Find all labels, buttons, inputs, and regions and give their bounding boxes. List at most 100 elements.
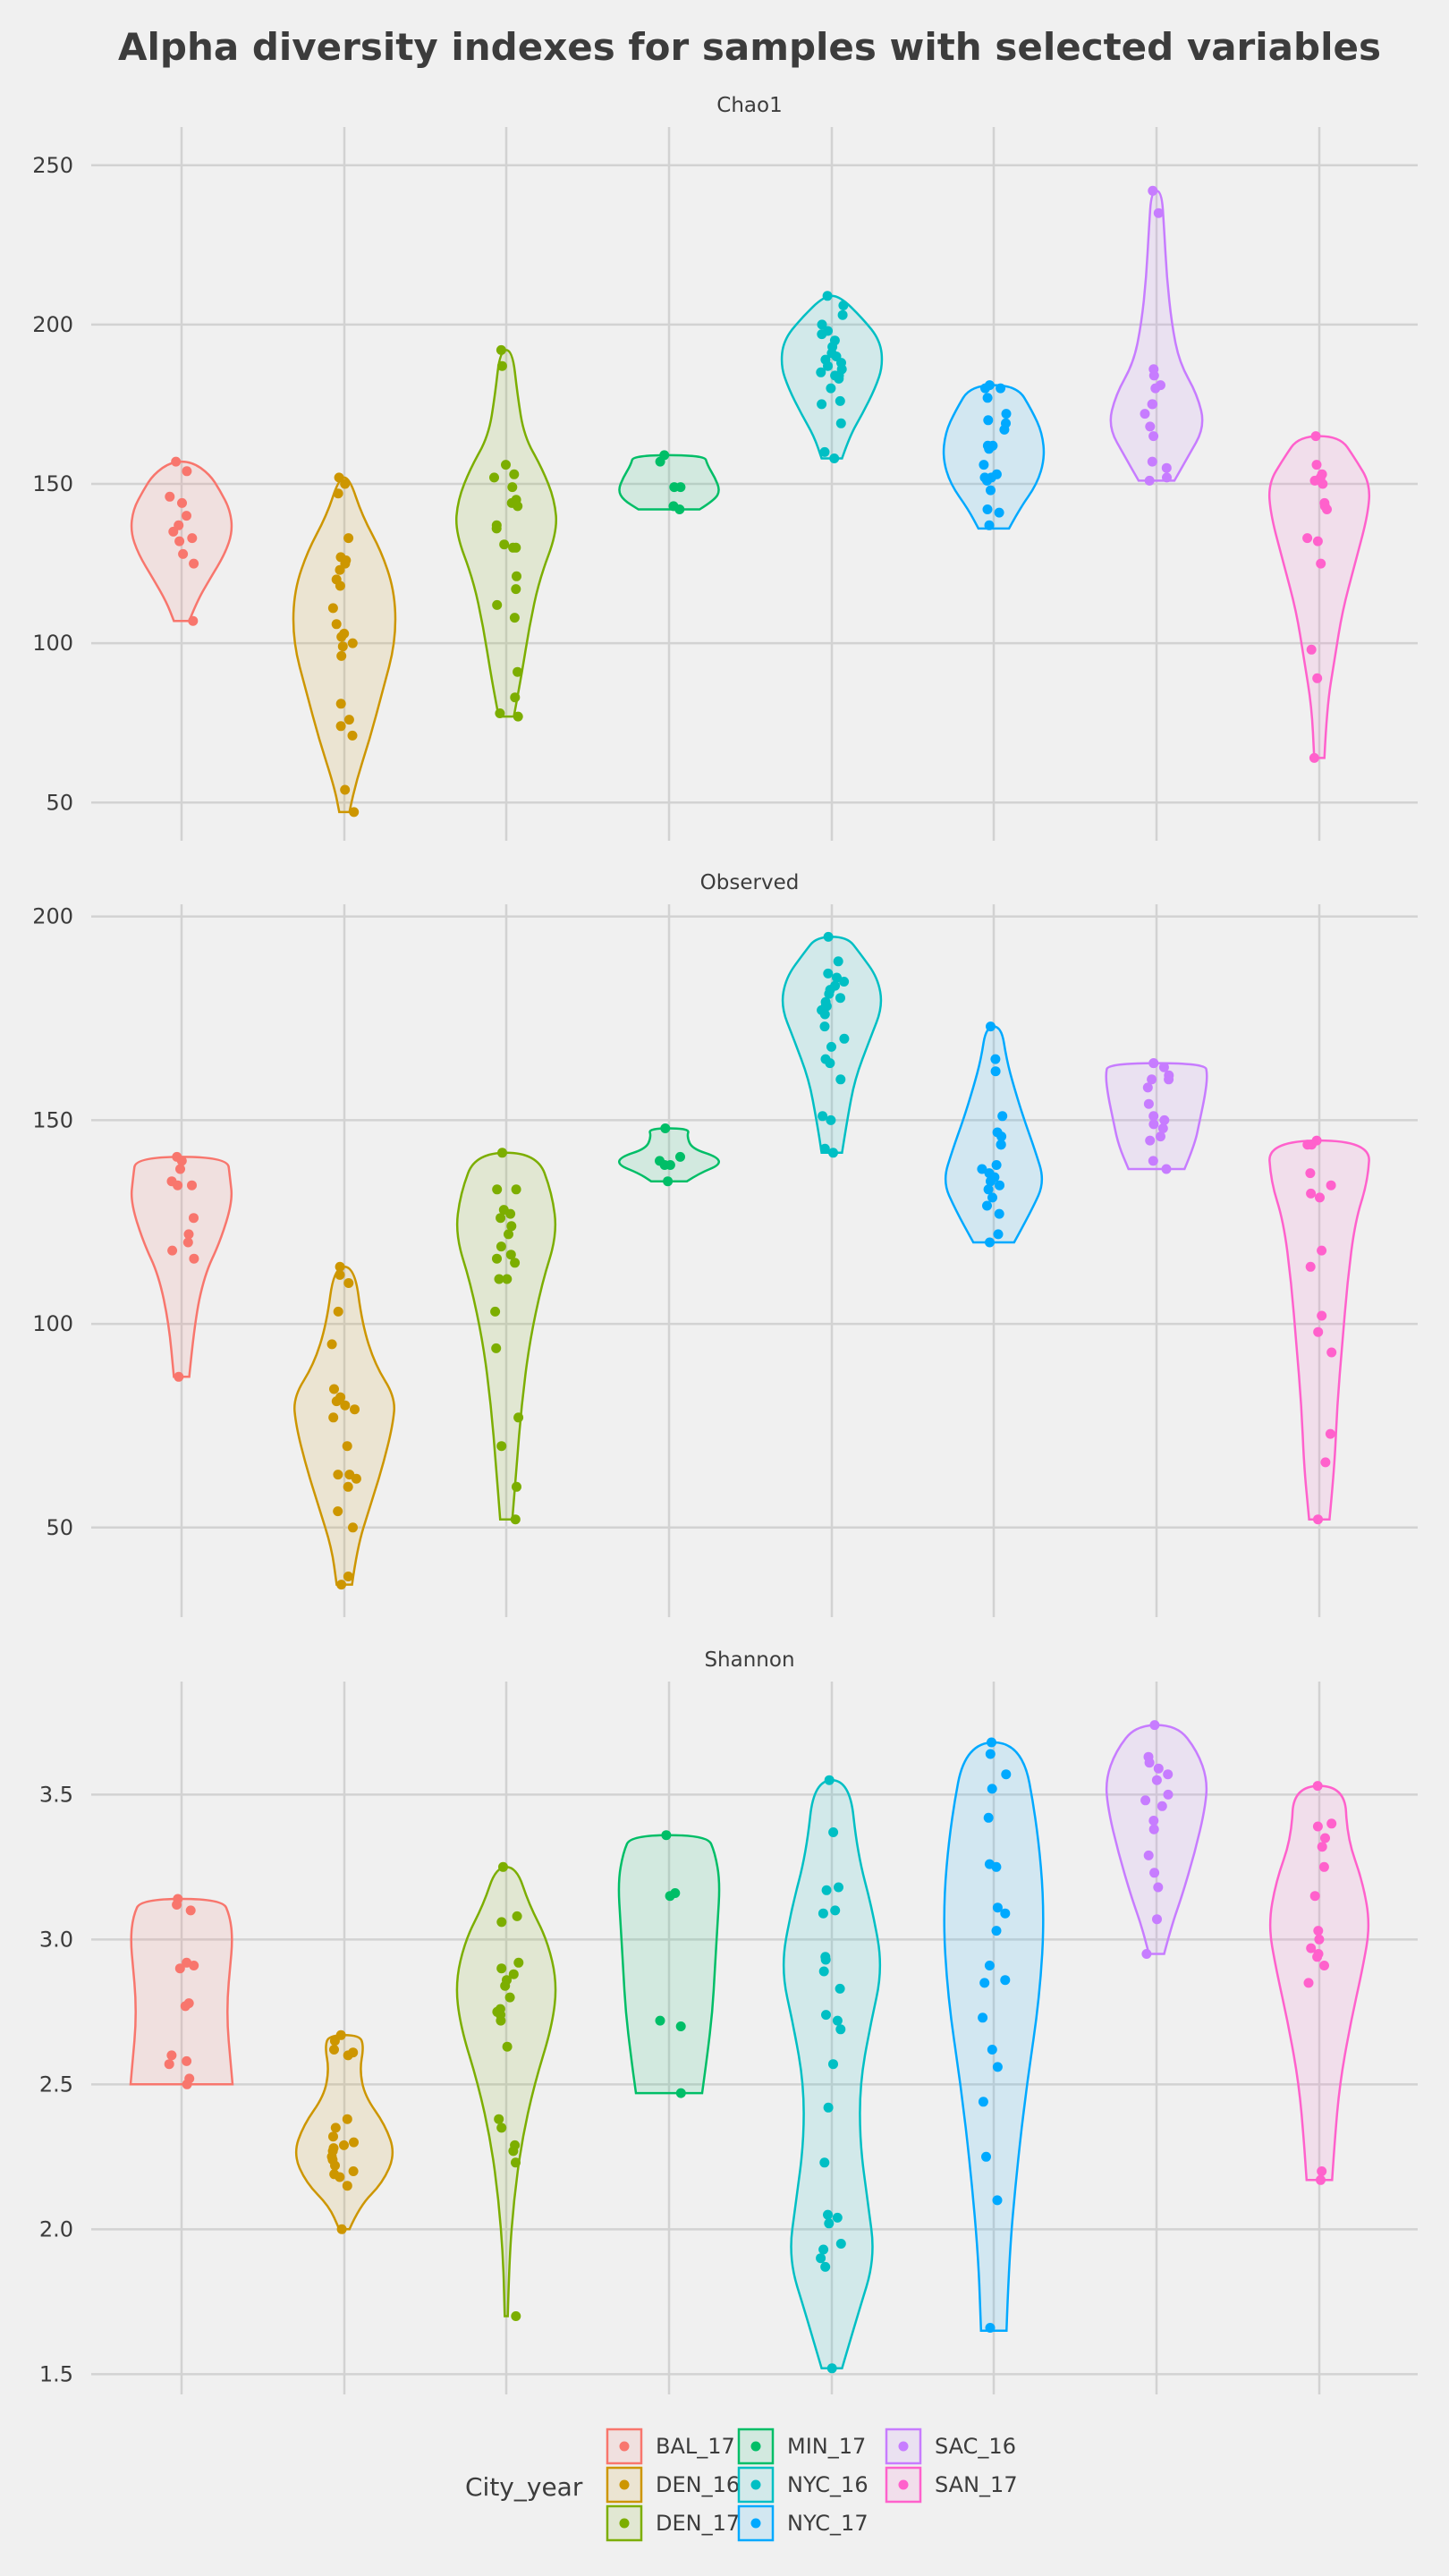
- data-point-SAN_17: [1326, 1180, 1336, 1191]
- data-point-DEN_17: [500, 1980, 511, 1991]
- data-point-SAC_16: [1145, 421, 1156, 432]
- data-point-SAC_16: [1142, 1082, 1153, 1093]
- data-point-NYC_16: [837, 309, 848, 320]
- data-point-DEN_16: [329, 2045, 339, 2055]
- data-point-DEN_17: [498, 1861, 508, 1872]
- data-point-DEN_17: [512, 1481, 521, 1492]
- data-point-DEN_17: [496, 1917, 507, 1928]
- data-point-DEN_17: [496, 2015, 506, 2026]
- data-point-DEN_16: [335, 2172, 345, 2182]
- data-point-SAC_16: [1157, 1123, 1168, 1133]
- data-point-DEN_16: [335, 699, 346, 709]
- data-point-SAN_17: [1309, 475, 1320, 486]
- data-point-NYC_17: [985, 1237, 995, 1248]
- data-point-SAC_16: [1148, 1816, 1159, 1826]
- legend-item-DEN_16: DEN_16: [606, 2466, 740, 2504]
- data-point-DEN_16: [343, 715, 354, 725]
- data-point-SAC_16: [1148, 1156, 1158, 1166]
- data-point-NYC_17: [982, 393, 993, 403]
- data-point-SAN_17: [1316, 2174, 1326, 2185]
- data-point-NYC_16: [835, 1983, 845, 1994]
- data-point-NYC_17: [1001, 409, 1012, 419]
- legend-label: NYC_17: [787, 2511, 869, 2536]
- data-point-MIN_17: [655, 456, 665, 467]
- data-point-NYC_16: [835, 1074, 846, 1085]
- data-point-SAC_16: [1148, 431, 1159, 442]
- data-point-DEN_16: [335, 721, 346, 732]
- chart-panels: Chao1 50 100 150 200 250 Observed 50 100 150 200 Sh…: [32, 94, 1418, 2394]
- data-point-NYC_17: [982, 475, 992, 486]
- y-tick-label: 200: [32, 312, 73, 337]
- data-point-SAC_16: [1148, 370, 1159, 381]
- legend-key-dot: [898, 2441, 909, 2452]
- data-point-DEN_17: [497, 1148, 507, 1158]
- data-point-DEN_16: [343, 1481, 353, 1492]
- data-point-NYC_16: [824, 988, 835, 999]
- data-point-NYC_17: [986, 485, 996, 496]
- data-point-MIN_17: [663, 1176, 674, 1187]
- legend-key-dot: [750, 2518, 761, 2529]
- data-point-SAC_16: [1145, 1135, 1156, 1146]
- data-point-NYC_17: [995, 1180, 1004, 1191]
- data-point-DEN_17: [513, 1412, 524, 1423]
- data-point-NYC_16: [835, 2239, 846, 2249]
- data-point-NYC_17: [991, 1861, 1002, 1872]
- data-point-DEN_16: [343, 533, 354, 544]
- data-point-NYC_16: [819, 446, 830, 457]
- data-point-NYC_16: [835, 395, 845, 406]
- data-point-DEN_17: [492, 1184, 503, 1195]
- data-point-NYC_17: [999, 424, 1010, 435]
- legend-item-BAL_17: BAL_17: [606, 2428, 735, 2465]
- data-point-DEN_16: [347, 638, 358, 648]
- data-point-SAC_16: [1148, 1058, 1159, 1069]
- data-point-NYC_17: [981, 2151, 991, 2162]
- y-tick-label: 150: [32, 1107, 73, 1132]
- data-point-BAL_17: [171, 456, 182, 467]
- data-point-DEN_17: [511, 1184, 521, 1195]
- data-point-NYC_16: [817, 329, 827, 340]
- data-point-BAL_17: [182, 1237, 193, 1248]
- data-point-NYC_16: [828, 1827, 839, 1837]
- data-point-NYC_16: [826, 2363, 837, 2374]
- data-point-DEN_17: [501, 460, 511, 470]
- data-point-SAN_17: [1306, 1188, 1317, 1199]
- data-point-BAL_17: [187, 1180, 197, 1191]
- data-point-DEN_17: [511, 2157, 521, 2168]
- data-point-BAL_17: [180, 2001, 191, 2012]
- data-point-NYC_17: [993, 1229, 1004, 1240]
- data-point-NYC_16: [819, 2157, 830, 2168]
- data-point-NYC_16: [824, 1775, 835, 1785]
- data-point-NYC_17: [996, 1131, 1007, 1142]
- data-point-NYC_16: [822, 291, 833, 301]
- panel-strip-label: Shannon: [704, 1648, 794, 1672]
- data-point-DEN_17: [496, 1213, 506, 1224]
- data-point-NYC_17: [990, 1066, 1001, 1077]
- data-point-DEN_16: [335, 580, 345, 591]
- legend-items: BAL_17 DEN_16 DEN_17 MIN_17 NYC_16 NYC_17 SAC_…: [606, 2428, 1018, 2542]
- data-point-SAC_16: [1143, 1098, 1154, 1109]
- data-point-SAC_16: [1148, 1111, 1159, 1122]
- violin-NYC_17: [943, 1741, 1045, 2332]
- data-point-NYC_16: [818, 1111, 828, 1122]
- data-point-NYC_16: [832, 2015, 843, 2026]
- data-point-NYC_17: [997, 1111, 1008, 1122]
- data-point-NYC_17: [985, 1749, 996, 1759]
- data-point-SAN_17: [1317, 1310, 1327, 1321]
- data-point-DEN_16: [342, 2181, 352, 2191]
- data-point-SAN_17: [1315, 1192, 1325, 1203]
- data-point-DEN_17: [496, 360, 507, 371]
- data-point-NYC_17: [984, 1961, 995, 1970]
- data-point-DEN_16: [335, 564, 345, 575]
- violin-BAL_17: [129, 1897, 234, 2086]
- data-point-BAL_17: [168, 526, 179, 537]
- data-point-SAN_17: [1316, 558, 1326, 569]
- data-point-BAL_17: [182, 2079, 192, 2089]
- data-point-NYC_17: [983, 415, 994, 426]
- data-point-DEN_16: [330, 2123, 341, 2133]
- data-point-SAN_17: [1313, 1514, 1323, 1525]
- data-point-DEN_16: [349, 2137, 359, 2148]
- data-point-NYC_17: [991, 1926, 1002, 1936]
- data-point-NYC_16: [835, 418, 846, 428]
- violin-MIN_17: [618, 1127, 720, 1182]
- data-point-NYC_17: [990, 1054, 1001, 1064]
